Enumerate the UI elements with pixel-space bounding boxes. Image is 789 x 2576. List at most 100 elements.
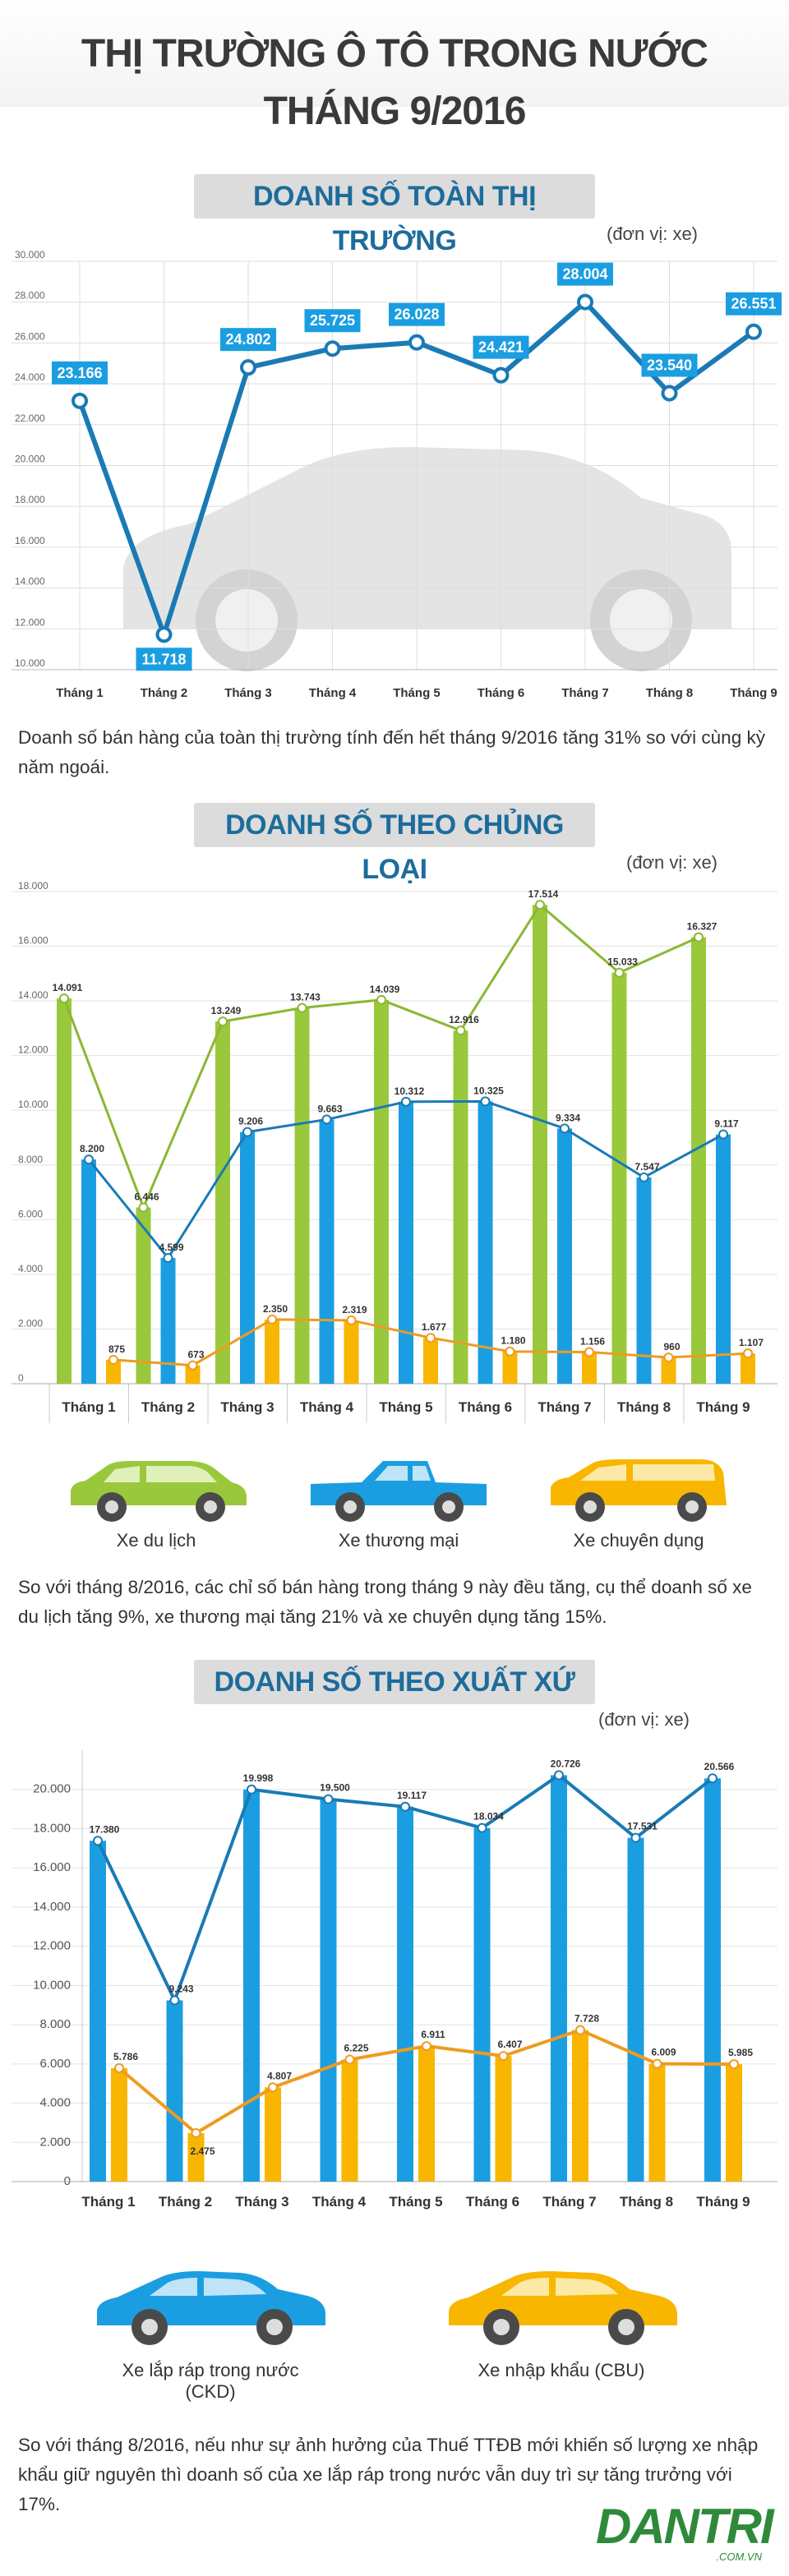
data-label: 9.663 bbox=[317, 1103, 342, 1114]
data-point bbox=[480, 1096, 491, 1107]
car-label-commercial: Xe thương mại bbox=[338, 1530, 459, 1551]
data-label: 960 bbox=[663, 1341, 680, 1353]
x-tick-label: Tháng 4 bbox=[312, 2194, 367, 2210]
car-special-icon bbox=[551, 1459, 727, 1522]
data-label-box bbox=[52, 361, 108, 385]
data-label: 26.028 bbox=[394, 306, 439, 323]
data-label: 24.421 bbox=[478, 339, 524, 356]
chart-total-market: 30.000 28.000 26.000 24.000 22.000 20.000 18.0… bbox=[12, 249, 782, 700]
y-tick-label: 16.000 bbox=[33, 1860, 71, 1874]
bar-passenger bbox=[691, 937, 706, 1384]
data-label: 12.916 bbox=[449, 1014, 479, 1025]
data-label: 13.249 bbox=[211, 1005, 242, 1016]
y-tick-label: 12.000 bbox=[18, 1044, 48, 1056]
chart-by-type: 18.000 16.000 14.000 12.000 10.000 8.000 6.000… bbox=[12, 880, 777, 1423]
data-label: 6.225 bbox=[344, 2042, 368, 2053]
data-point bbox=[575, 2025, 585, 2035]
data-label: 20.726 bbox=[551, 1758, 581, 1769]
data-point bbox=[408, 334, 425, 351]
data-point bbox=[708, 1773, 717, 1784]
data-label: 8.200 bbox=[80, 1143, 104, 1154]
data-label: 25.725 bbox=[310, 312, 355, 329]
data-label: 6.407 bbox=[497, 2039, 522, 2050]
y-tick-label: 18.000 bbox=[18, 880, 48, 892]
data-label: 17.514 bbox=[528, 888, 559, 900]
data-label: 6.446 bbox=[134, 1191, 159, 1202]
bar-ckd bbox=[627, 1837, 644, 2182]
data-label: 20.566 bbox=[704, 1761, 735, 1772]
data-label: 9.117 bbox=[714, 1118, 739, 1130]
x-tick-label: Tháng 2 bbox=[141, 686, 188, 700]
y-tick-label: 0 bbox=[18, 1372, 24, 1384]
car-silhouette-hub-rear bbox=[610, 589, 672, 652]
data-point bbox=[694, 932, 704, 942]
paragraph-total: Doanh số bán hàng của toàn thị trường tí… bbox=[18, 727, 765, 777]
bar-special bbox=[344, 1320, 359, 1384]
chart-by-origin: 20.000 18.000 16.000 14.000 12.000 10.000 8.00… bbox=[12, 1750, 777, 2210]
data-label: 4.807 bbox=[267, 2070, 292, 2081]
y-tick-label: 14.000 bbox=[15, 576, 45, 588]
data-label: 24.802 bbox=[225, 331, 270, 348]
x-tick-label: Tháng 8 bbox=[617, 1399, 671, 1415]
data-label: 1.180 bbox=[501, 1335, 525, 1347]
data-label: 23.166 bbox=[57, 365, 102, 381]
data-point bbox=[191, 2127, 201, 2138]
y-tick-label: 4.000 bbox=[18, 1263, 43, 1274]
y-tick-label: 14.000 bbox=[18, 989, 48, 1001]
y-tick-label: 10.000 bbox=[18, 1099, 48, 1110]
data-label: 17.531 bbox=[627, 1821, 658, 1832]
y-tick-label: 26.000 bbox=[15, 330, 45, 342]
data-label: 14.039 bbox=[370, 984, 400, 995]
unit-label-total: (đơn vị: xe) bbox=[607, 223, 699, 244]
bar-cbu bbox=[341, 2059, 358, 2182]
data-label: 875 bbox=[108, 1343, 125, 1355]
x-tick-label: Tháng 6 bbox=[459, 1399, 512, 1415]
data-label-box bbox=[473, 335, 529, 359]
bar-ckd bbox=[320, 1799, 337, 2182]
data-label: 19.117 bbox=[397, 1790, 427, 1801]
paragraph-origin: So với tháng 8/2016, nếu như sự ảnh hưởn… bbox=[18, 2435, 759, 2514]
bar-commercial bbox=[636, 1177, 652, 1384]
y-tick-label: 10.000 bbox=[33, 1978, 71, 1992]
data-label: 9.206 bbox=[238, 1116, 263, 1127]
data-label: 5.985 bbox=[728, 2047, 753, 2058]
data-label: 15.033 bbox=[607, 956, 638, 968]
data-label: 10.325 bbox=[473, 1085, 504, 1096]
data-point bbox=[630, 1832, 641, 1843]
x-tick-label: Tháng 1 bbox=[56, 686, 104, 700]
section-title-total: DOANH SỐ TOÀN THỊ TRƯỜNG bbox=[194, 174, 595, 256]
y-tick-label: 16.000 bbox=[18, 935, 48, 947]
data-point bbox=[554, 1770, 564, 1781]
section-title-origin: DOANH SỐ THEO XUẤT XỨ bbox=[194, 1660, 595, 1704]
data-point bbox=[59, 993, 69, 1004]
data-label: 26.551 bbox=[731, 296, 776, 312]
data-point bbox=[323, 1794, 334, 1804]
x-tick-label: Tháng 7 bbox=[542, 2194, 596, 2210]
data-label: 7.547 bbox=[634, 1161, 659, 1173]
y-tick-label: 12.000 bbox=[15, 616, 45, 628]
unit-label-origin: (đơn vị: xe) bbox=[598, 1709, 690, 1730]
data-point bbox=[376, 994, 386, 1005]
x-tick-label: Tháng 1 bbox=[62, 1399, 115, 1415]
bar-special bbox=[265, 1319, 279, 1384]
bar-ckd bbox=[90, 1841, 106, 2182]
data-point bbox=[218, 1016, 228, 1027]
data-label: 6.911 bbox=[421, 2029, 445, 2040]
x-tick-label: Tháng 5 bbox=[389, 2194, 442, 2210]
data-point bbox=[652, 2058, 662, 2069]
data-label: 13.743 bbox=[290, 992, 321, 1003]
data-label: 10.312 bbox=[394, 1085, 425, 1097]
y-tick-label: 6.000 bbox=[39, 2057, 71, 2071]
data-point bbox=[321, 1114, 332, 1125]
paragraph-type: So với tháng 8/2016, các chỉ số bán hàng… bbox=[18, 1577, 752, 1627]
car-label-passenger: Xe du lịch bbox=[116, 1530, 196, 1551]
y-tick-label: 8.000 bbox=[18, 1154, 43, 1165]
data-label-box bbox=[557, 262, 613, 286]
x-tick-label: Tháng 5 bbox=[379, 1399, 432, 1415]
data-point bbox=[743, 1348, 753, 1359]
bar-ckd bbox=[397, 1806, 413, 2182]
section-title-type: DOANH SỐ THEO CHỦNG LOẠI bbox=[194, 803, 595, 885]
data-label-box bbox=[136, 647, 192, 671]
x-tick-label: Tháng 1 bbox=[81, 2194, 135, 2210]
bar-cbu bbox=[648, 2063, 666, 2182]
